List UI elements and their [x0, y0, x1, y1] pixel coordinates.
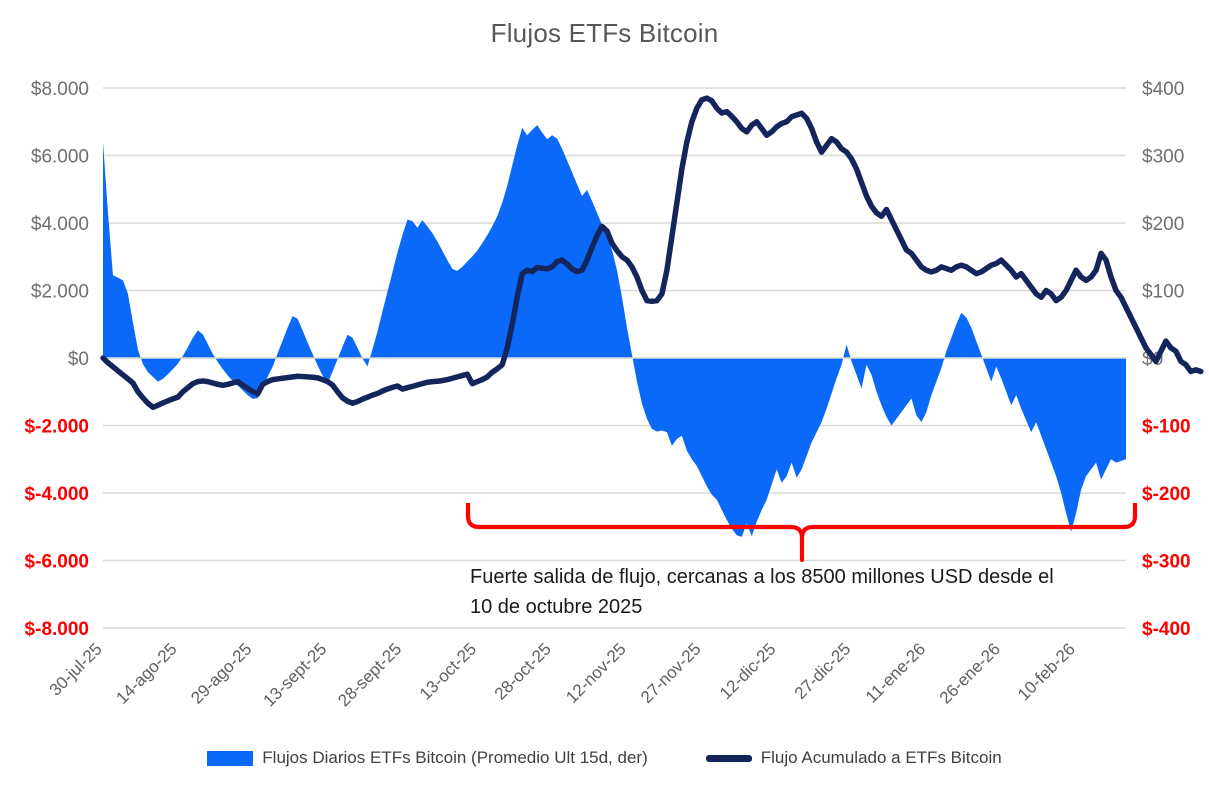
- x-axis-tick-label: 13-oct-25: [416, 639, 480, 703]
- left-axis-tick-label: $-4.000: [25, 484, 89, 505]
- x-axis-tick-label: 13-sept-25: [259, 639, 330, 710]
- left-axis-tick-label: $-6.000: [25, 552, 89, 573]
- cumulative-flow-line-series: [100, 95, 1204, 411]
- legend-item-daily-flows[interactable]: Flujos Diarios ETFs Bitcoin (Promedio Ul…: [207, 748, 648, 768]
- x-axis-tick-label: 30-jul-25: [46, 639, 106, 699]
- x-axis-tick-label: 11-ene-26: [862, 639, 929, 706]
- right-axis-tick-label: $400: [1142, 79, 1184, 100]
- x-axis-tick-label: 12-dic-25: [716, 639, 780, 703]
- annotation-brace-icon: [465, 503, 1138, 563]
- right-axis-tick-label: $100: [1142, 282, 1184, 303]
- x-axis-tick-label: 28-oct-25: [491, 639, 555, 703]
- x-axis-tick-label: 27-dic-25: [791, 639, 855, 703]
- x-axis-tick-label: 27-nov-25: [637, 639, 705, 707]
- legend-item-cumulative-flow[interactable]: Flujo Acumulado a ETFs Bitcoin: [705, 748, 1002, 768]
- x-axis-tick-label: 28-sept-25: [334, 639, 405, 710]
- left-axis-tick-label: $-8.000: [25, 619, 89, 640]
- legend-swatch-line-icon: [705, 754, 752, 762]
- legend-label-cumulative-flow: Flujo Acumulado a ETFs Bitcoin: [760, 748, 1002, 767]
- daily-flows-area: [103, 125, 1126, 537]
- right-axis-tick-label: $200: [1142, 214, 1184, 235]
- right-axis-tick-label: $-400: [1142, 619, 1191, 640]
- annotation-text-line1: Fuerte salida de flujo, cercanas a los 8…: [470, 566, 1054, 588]
- left-axis-labels-group: $8.000 $6.000 $4.000 $2.000 $0 $-2.000 $-4.000…: [25, 79, 89, 640]
- left-axis-tick-label: $6.000: [31, 147, 89, 168]
- right-axis-tick-label: $300: [1142, 147, 1184, 168]
- x-axis-tick-label: 12-nov-25: [562, 639, 630, 707]
- right-axis-labels-group: $400$300$200$100$0$-100$-200$-300$-400: [1142, 79, 1191, 640]
- chart-title: Flujos ETFs Bitcoin: [490, 18, 719, 48]
- annotation-brace-group: Fuerte salida de flujo, cercanas a los 8…: [465, 503, 1138, 618]
- daily-flows-area-series: [103, 125, 1126, 537]
- gridlines-group: [103, 87, 1126, 629]
- chart-legend: Flujos Diarios ETFs Bitcoin (Promedio Ul…: [0, 748, 1209, 768]
- x-axis-tick-label: 26-ene-26: [936, 639, 1004, 707]
- cumulative-flow-line: [100, 95, 1204, 411]
- legend-label-daily-flows: Flujos Diarios ETFs Bitcoin (Promedio Ul…: [262, 748, 648, 767]
- right-axis-tick-label: $-200: [1142, 484, 1191, 505]
- x-axis-tick-label: 29-ago-25: [187, 639, 255, 707]
- x-axis-tick-label: 10-feb-26: [1014, 639, 1079, 704]
- right-axis-tick-label: $-100: [1142, 417, 1191, 438]
- legend-swatch-area-icon: [207, 750, 254, 766]
- annotation-text-line2: 10 de octubre 2025: [470, 596, 642, 618]
- left-axis-tick-label: $0: [68, 349, 89, 370]
- right-axis-tick-label: $-300: [1142, 552, 1191, 573]
- left-axis-tick-label: $-2.000: [25, 417, 89, 438]
- left-axis-tick-label: $8.000: [31, 79, 89, 100]
- left-axis-tick-label: $4.000: [31, 214, 89, 235]
- x-axis-labels-group: 30-jul-25 14-ago-25 29-ago-25 13-sept-25 28-…: [46, 639, 1079, 710]
- x-axis-tick-label: 14-ago-25: [112, 639, 180, 707]
- left-axis-tick-label: $2.000: [31, 282, 89, 303]
